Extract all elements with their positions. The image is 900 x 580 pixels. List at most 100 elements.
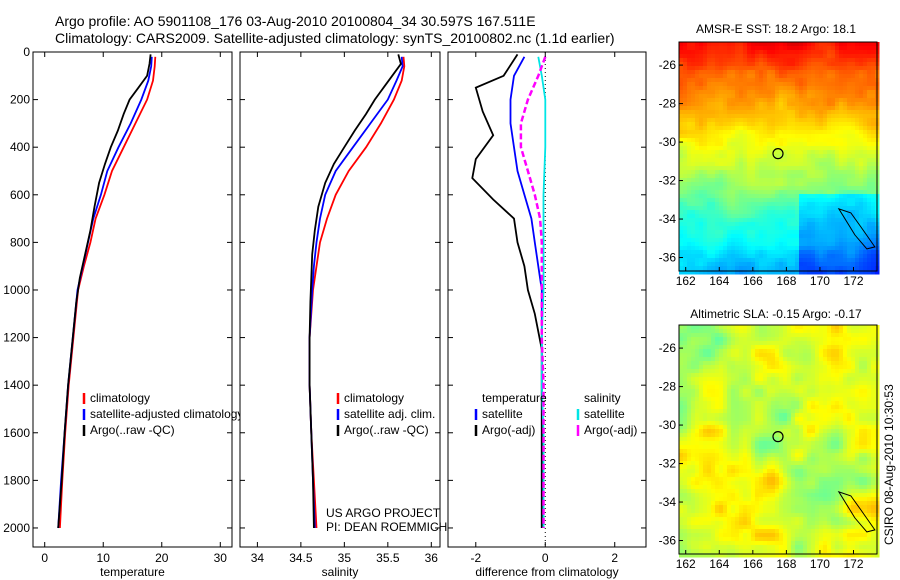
map-cell: [763, 393, 768, 398]
map-cell: [687, 242, 692, 247]
map-cell: [819, 413, 824, 418]
map-cell: [775, 174, 780, 179]
map-cell: [843, 190, 848, 195]
map-cell: [799, 242, 804, 247]
map-cell: [855, 258, 860, 263]
map-cell: [855, 78, 860, 83]
map-cell: [791, 158, 796, 163]
map-cell: [727, 465, 732, 470]
map-cell: [743, 329, 748, 334]
map-cell: [811, 413, 816, 418]
map-cell: [831, 102, 836, 107]
map-cell: [779, 266, 784, 271]
map-cell: [719, 389, 724, 394]
map-cell: [711, 58, 716, 63]
map-cell: [835, 174, 840, 179]
map-cell: [819, 425, 824, 430]
map-cell: [715, 381, 720, 386]
map-cell: [699, 58, 704, 63]
map-cell: [707, 190, 712, 195]
map-cell: [763, 202, 768, 207]
map-cell: [719, 250, 724, 255]
map-cell: [835, 365, 840, 370]
map-cell: [695, 154, 700, 159]
map-cell: [827, 246, 832, 251]
map-cell: [859, 413, 864, 418]
map-cell: [851, 138, 856, 143]
map-cell: [771, 397, 776, 402]
map-cell: [767, 158, 772, 163]
map-cell: [727, 357, 732, 362]
map-cell: [815, 258, 820, 263]
map-cell: [679, 333, 684, 338]
map-cell: [715, 62, 720, 67]
map-cell: [775, 373, 780, 378]
map-cell: [839, 461, 844, 466]
map-cell: [723, 94, 728, 99]
map-cell: [855, 453, 860, 458]
map-cell: [719, 445, 724, 450]
map-cell: [767, 469, 772, 474]
map-cell: [711, 369, 716, 374]
map-cell: [775, 250, 780, 255]
map-cell: [835, 102, 840, 107]
map-cell: [707, 58, 712, 63]
map-cell: [835, 377, 840, 382]
map-cell: [723, 210, 728, 215]
map-cell: [683, 198, 688, 203]
map-cell: [751, 473, 756, 478]
map-cell: [851, 425, 856, 430]
map-cell: [815, 182, 820, 187]
map-cell: [807, 238, 812, 243]
map-cell: [715, 126, 720, 131]
map-cell: [843, 445, 848, 450]
map-cell: [843, 242, 848, 247]
map-cell: [771, 94, 776, 99]
map-cell: [719, 266, 724, 271]
map-cell: [851, 325, 856, 330]
map-cell: [823, 325, 828, 330]
map-cell: [783, 190, 788, 195]
map-cell: [731, 433, 736, 438]
map-cell: [723, 445, 728, 450]
legend-label: temperature: [482, 391, 547, 405]
map-cell: [739, 258, 744, 263]
map-cell: [783, 413, 788, 418]
map-cell: [871, 473, 876, 478]
map-cell: [699, 110, 704, 115]
map-cell: [851, 90, 856, 95]
map-cell: [835, 353, 840, 358]
map-cell: [751, 234, 756, 239]
map-cell: [759, 174, 764, 179]
map-cell: [751, 110, 756, 115]
map-cell: [871, 174, 876, 179]
map-cell: [727, 246, 732, 251]
map-cell: [731, 325, 736, 330]
map-cell: [771, 441, 776, 446]
map-cell: [723, 250, 728, 255]
map-cell: [803, 54, 808, 59]
map-cell: [775, 170, 780, 175]
map-cell: [791, 218, 796, 223]
map-cell: [679, 254, 684, 259]
map-cell: [863, 162, 868, 167]
map-cell: [759, 461, 764, 466]
map-cell: [815, 42, 820, 47]
map-cell: [755, 198, 760, 203]
map-cell: [827, 345, 832, 350]
map-cell: [735, 341, 740, 346]
map-cell: [819, 178, 824, 183]
map-cell: [795, 357, 800, 362]
map-cell: [839, 353, 844, 358]
map-cell: [871, 110, 876, 115]
map-cell: [863, 369, 868, 374]
map-cell: [727, 377, 732, 382]
map-cell: [711, 258, 716, 263]
map-cell: [839, 325, 844, 330]
map-cell: [763, 421, 768, 426]
map-cell: [759, 142, 764, 147]
map-cell: [799, 202, 804, 207]
map-cell: [827, 449, 832, 454]
map-cell: [823, 397, 828, 402]
map-cell: [819, 262, 824, 267]
